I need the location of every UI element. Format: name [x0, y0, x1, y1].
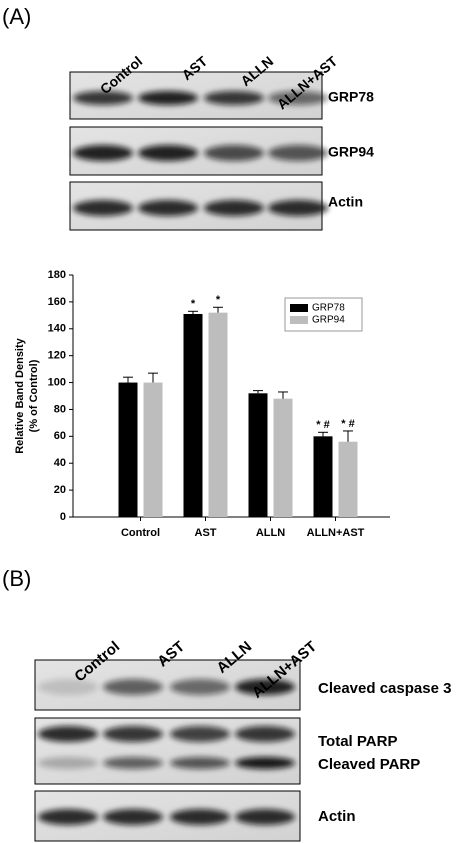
y-tick-label: 80 — [54, 403, 66, 415]
band — [38, 809, 98, 825]
band — [103, 757, 163, 769]
legend-label: GRP78 — [312, 303, 345, 314]
legend-box — [284, 297, 363, 332]
band — [38, 679, 98, 695]
band — [103, 809, 163, 825]
band — [235, 726, 295, 742]
annotation: * # — [341, 418, 354, 430]
band — [103, 726, 163, 742]
y-tick-label: 180 — [48, 269, 66, 281]
band — [170, 809, 230, 825]
band — [138, 145, 198, 161]
band — [73, 91, 133, 105]
band — [138, 200, 198, 216]
bar — [338, 441, 358, 517]
legend-swatch — [290, 304, 308, 312]
x-tick-label: ALLN — [256, 527, 285, 539]
legend-swatch — [290, 316, 308, 324]
y-axis-label: (% of Control) — [28, 359, 40, 432]
annotation: * # — [316, 419, 329, 431]
band — [170, 679, 230, 695]
bar — [248, 393, 268, 517]
blot-label: GRP94 — [328, 144, 374, 160]
y-axis-label: Relative Band Density — [14, 337, 26, 453]
legend-label: GRP94 — [312, 315, 345, 326]
y-tick-label: 60 — [54, 430, 66, 442]
band — [268, 145, 328, 161]
bar — [183, 313, 203, 517]
band — [235, 757, 295, 769]
band — [138, 91, 198, 105]
y-tick-label: 160 — [48, 296, 66, 308]
band — [204, 145, 264, 161]
panel-label: (A) — [2, 4, 31, 29]
annotation: * — [216, 294, 221, 306]
blot-label: Cleaved PARP — [318, 756, 420, 773]
bar — [273, 398, 293, 517]
band — [38, 726, 98, 742]
bar — [208, 312, 228, 517]
y-tick-label: 20 — [54, 484, 66, 496]
annotation: * — [191, 298, 196, 310]
band — [103, 679, 163, 695]
band — [268, 91, 328, 105]
blot-label: Actin — [328, 194, 363, 210]
blot-label: Total PARP — [318, 733, 397, 750]
y-tick-label: 100 — [48, 376, 66, 388]
band — [268, 200, 328, 216]
y-tick-label: 140 — [48, 323, 66, 335]
blot-label: Actin — [318, 808, 356, 825]
y-tick-label: 40 — [54, 457, 66, 469]
y-tick-label: 120 — [48, 350, 66, 362]
bar — [313, 436, 333, 517]
band — [204, 200, 264, 216]
blot-label: Cleaved caspase 3 — [318, 680, 451, 697]
blot-label: GRP78 — [328, 89, 374, 105]
band — [235, 809, 295, 825]
band — [235, 679, 295, 695]
band — [170, 726, 230, 742]
band — [204, 91, 264, 105]
band — [38, 757, 98, 769]
band — [73, 200, 133, 216]
y-tick-label: 0 — [60, 511, 66, 523]
bar — [118, 382, 138, 517]
panel-label: (B) — [2, 566, 31, 591]
x-tick-label: AST — [195, 527, 217, 539]
x-tick-label: ALLN+AST — [307, 527, 365, 539]
band — [170, 757, 230, 769]
band — [73, 145, 133, 161]
bar — [143, 382, 163, 517]
x-tick-label: Control — [121, 527, 160, 539]
